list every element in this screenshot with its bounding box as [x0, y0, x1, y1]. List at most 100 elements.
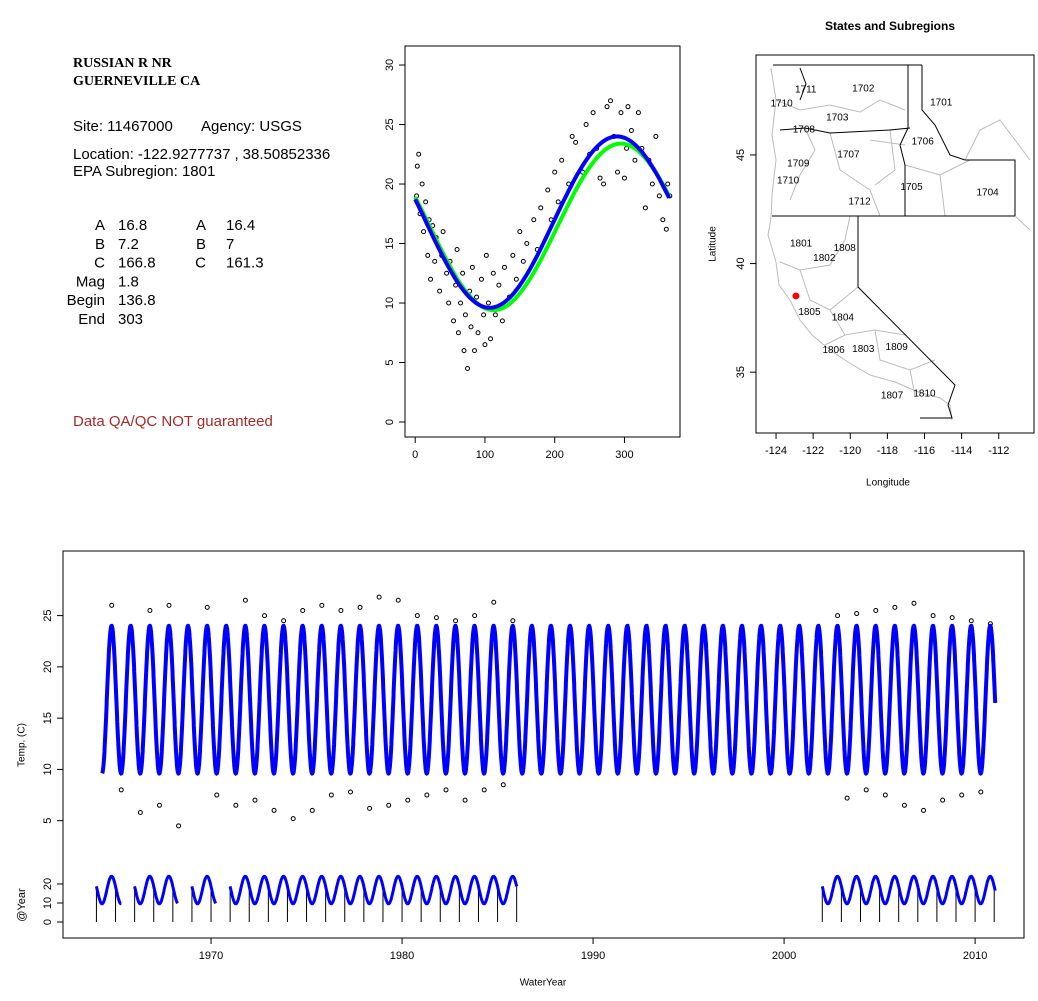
y-axis-label: Latitude: [708, 226, 719, 262]
data-point: [492, 312, 498, 318]
y-tick-label: 40: [735, 257, 747, 269]
data-point: [453, 618, 459, 624]
y-tick-label: 0: [42, 919, 54, 925]
data-point: [176, 823, 182, 829]
data-point: [485, 300, 491, 306]
data-point: [618, 110, 624, 116]
region-label: 1711: [795, 84, 817, 95]
param-value: 7.2: [118, 236, 139, 253]
data-point: [357, 604, 363, 610]
data-point: [455, 330, 461, 336]
data-point: [469, 264, 475, 270]
data-point: [433, 615, 439, 621]
map-title: States and Subregions: [825, 19, 955, 33]
data-point: [496, 282, 502, 288]
data-point: [432, 258, 438, 264]
data-point: [660, 217, 666, 223]
y-tick-label: 25: [384, 118, 396, 130]
data-point: [597, 175, 603, 181]
y-tick-label: 10: [42, 897, 54, 909]
data-point: [338, 607, 344, 613]
data-point: [214, 792, 220, 798]
data-point: [854, 611, 860, 617]
region-label: 1710: [770, 99, 793, 110]
data-point: [421, 229, 427, 235]
data-point: [465, 365, 471, 371]
subregion: EPA Subregion: 1801: [73, 163, 215, 180]
x-tick-label: 200: [546, 449, 564, 461]
param-label: Mag: [76, 273, 105, 290]
data-point: [517, 229, 523, 235]
data-point: [559, 157, 565, 163]
data-point: [882, 792, 888, 798]
fit-curve: [413, 134, 671, 310]
data-point: [573, 139, 579, 145]
data-point: [510, 252, 516, 258]
data-point: [262, 613, 268, 619]
data-point: [531, 217, 537, 223]
x-tick-label: -124: [765, 445, 787, 457]
data-point: [481, 312, 487, 318]
data-point: [481, 787, 487, 793]
site-point: [792, 292, 800, 300]
x-tick-label: -116: [914, 445, 935, 457]
region-label: 1702: [852, 84, 875, 95]
data-point: [921, 807, 927, 813]
param-label: A: [95, 217, 105, 234]
region-label: 1810: [913, 389, 936, 400]
plot-frame: [755, 54, 1035, 434]
param-value: 161.3: [226, 255, 264, 272]
region-label: 1706: [912, 137, 935, 148]
x-tick-label: -120: [839, 445, 861, 457]
data-point: [462, 312, 468, 318]
data-point: [482, 342, 488, 348]
data-point: [911, 600, 917, 606]
x-axis-label: Longitude: [866, 478, 910, 489]
x-axis-label: WaterYear: [520, 978, 567, 989]
data-point: [949, 615, 955, 621]
param-value: 16.8: [118, 217, 147, 234]
data-point: [468, 324, 474, 330]
data-point: [414, 613, 420, 619]
year-curve: [94, 874, 122, 906]
data-point: [458, 300, 464, 306]
y-tick-label: 15: [384, 237, 396, 249]
region-label: 1707: [837, 150, 860, 161]
data-point: [608, 98, 614, 104]
param-label: C: [94, 255, 105, 272]
param-value: 1.8: [118, 273, 139, 290]
param-label: B: [95, 236, 105, 253]
data-point: [252, 797, 258, 803]
data-point: [569, 133, 575, 139]
agency: Agency: USGS: [201, 118, 302, 135]
data-point: [395, 597, 401, 603]
param-value: 303: [118, 311, 143, 328]
data-point: [601, 181, 607, 187]
y-tick-label: 5: [42, 818, 54, 824]
data-point: [461, 348, 467, 354]
x-tick-label: 1980: [390, 950, 414, 962]
y-tick-label: 20: [42, 878, 54, 890]
data-point: [901, 802, 907, 808]
region-label: 1809: [886, 342, 909, 353]
x-tick-label: -114: [951, 445, 972, 457]
x-tick-label: -118: [877, 445, 898, 457]
region-label: 1704: [976, 188, 999, 199]
data-point: [474, 294, 480, 300]
data-point: [475, 330, 481, 336]
param-label: Begin: [67, 292, 105, 309]
data-point: [451, 318, 457, 324]
region-label: 1705: [900, 182, 923, 193]
data-point: [483, 252, 489, 258]
data-point: [940, 797, 946, 803]
y-tick-label: 35: [735, 366, 747, 378]
region-label: 1802: [813, 253, 836, 264]
data-point: [156, 802, 162, 808]
data-point: [290, 816, 296, 822]
data-point: [499, 318, 505, 324]
data-point: [844, 795, 850, 801]
latitude: 38.50852336: [243, 146, 331, 163]
data-point: [460, 270, 466, 276]
